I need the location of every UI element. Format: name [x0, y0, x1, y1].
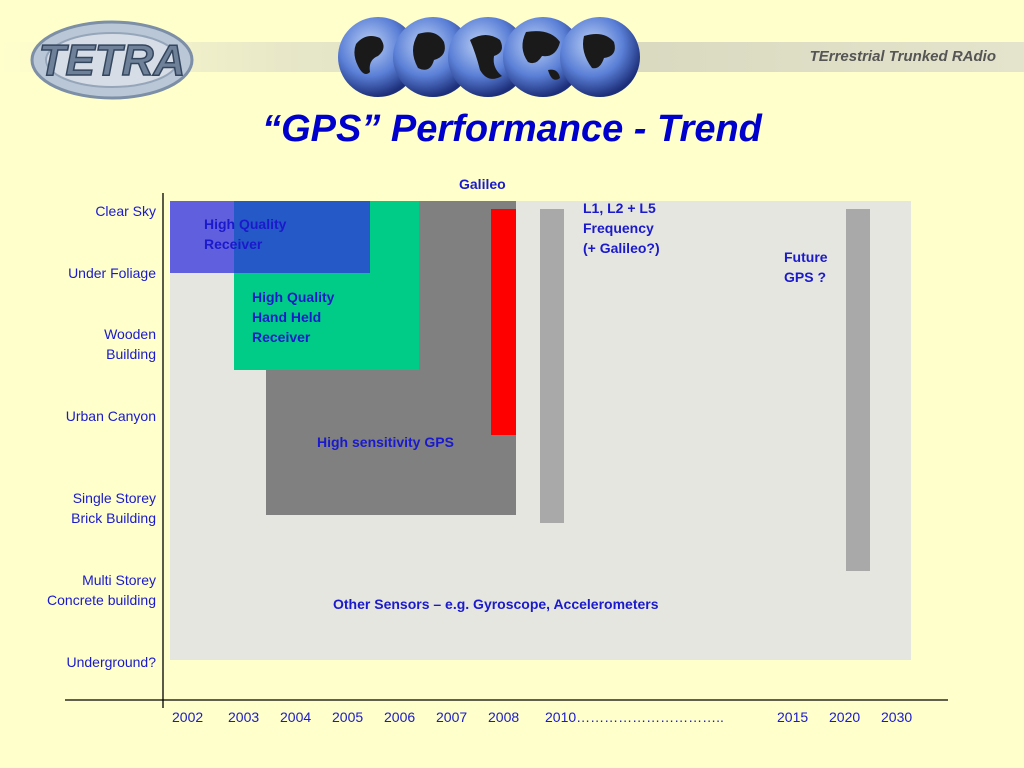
label-hand-held-receiver: High Quality Hand Held Receiver [252, 289, 335, 345]
label-future-gps: Future GPS ? [784, 249, 828, 285]
logo-text: TETRA [39, 36, 186, 85]
y-label-underground: Underground? [66, 654, 156, 670]
x-tick-2010: 2010………………………….. [545, 709, 724, 725]
x-tick-2002: 2002 [172, 709, 204, 725]
x-tick-2030: 2030 [881, 709, 913, 725]
y-label-clear-sky: Clear Sky [95, 203, 156, 219]
slide-title: “GPS” Performance - Trend [262, 108, 762, 150]
x-tick-2007: 2007 [436, 709, 468, 725]
y-label-wooden-building: Wooden Building [104, 326, 156, 362]
x-tick-2020: 2020 [829, 709, 861, 725]
x-tick-2008: 2008 [488, 709, 520, 725]
y-label-under-foliage: Under Foliage [68, 265, 156, 281]
y-label-single-storey: Single Storey Brick Building [71, 490, 156, 526]
x-tick-2003: 2003 [228, 709, 260, 725]
x-tick-2015: 2015 [777, 709, 809, 725]
label-galileo: Galileo [459, 176, 506, 192]
label-high-sensitivity-gps: High sensitivity GPS [317, 434, 454, 450]
label-high-quality-receiver: High Quality Receiver [204, 216, 287, 252]
bar-l1-l2-l5 [540, 209, 564, 523]
x-tick-2006: 2006 [384, 709, 416, 725]
header-tagline: TErrestrial Trunked RAdio [809, 48, 996, 65]
y-label-multi-storey: Multi Storey Concrete building [47, 572, 156, 608]
bar-high-quality-receiver [170, 201, 370, 273]
label-other-sensors: Other Sensors – e.g. Gyroscope, Accelero… [333, 596, 659, 612]
y-label-urban-canyon: Urban Canyon [65, 408, 156, 424]
x-tick-2004: 2004 [280, 709, 312, 725]
label-l1-l2-l5: L1, L2 + L5 Frequency (+ Galileo?) [583, 200, 660, 256]
bar-galileo [491, 209, 516, 435]
x-tick-2005: 2005 [332, 709, 364, 725]
globes-graphic [338, 14, 662, 105]
tetra-logo: TETRA [30, 18, 200, 107]
bar-future-gps [846, 209, 870, 571]
